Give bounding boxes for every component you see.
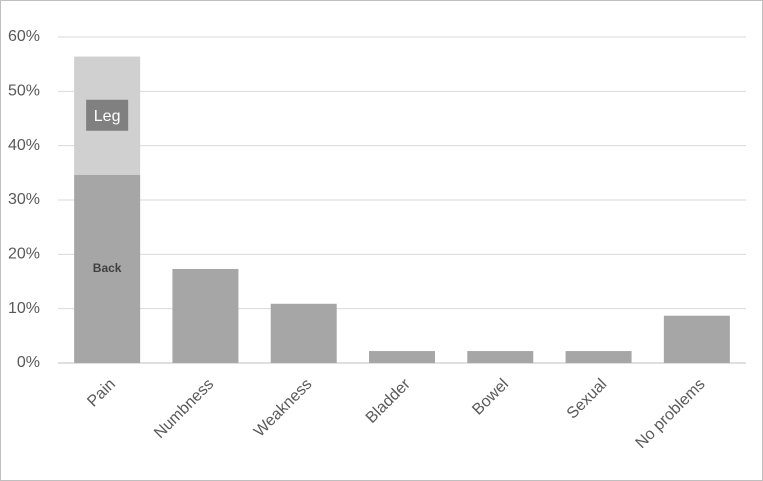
bar-segment bbox=[565, 351, 632, 363]
y-tick-label: 50% bbox=[8, 83, 40, 100]
bar-segment bbox=[172, 269, 239, 363]
bar-segment bbox=[467, 351, 534, 363]
y-tick-label: 20% bbox=[8, 246, 40, 263]
series-label: Leg bbox=[94, 108, 121, 125]
y-tick-label: 10% bbox=[8, 300, 40, 317]
series-label-box bbox=[86, 99, 129, 131]
bar-segment bbox=[663, 315, 730, 363]
y-tick-label: 30% bbox=[8, 191, 40, 208]
y-tick-label: 60% bbox=[8, 28, 40, 45]
y-tick-label: 0% bbox=[17, 354, 40, 371]
series-label: Back bbox=[93, 261, 122, 275]
bar-segment bbox=[369, 351, 435, 363]
bar-segment bbox=[74, 175, 141, 363]
bar-segment bbox=[270, 303, 337, 363]
y-tick-label: 40% bbox=[8, 137, 40, 154]
